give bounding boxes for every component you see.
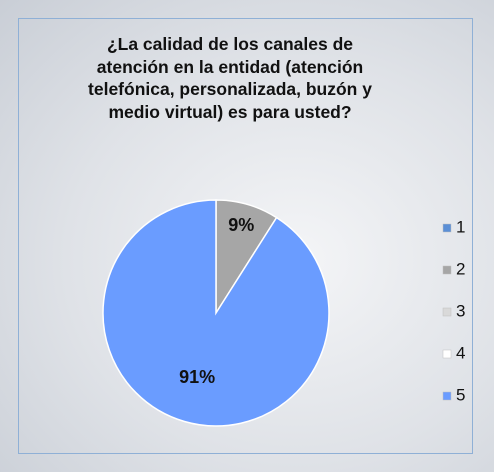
legend-label: 5 — [456, 385, 465, 404]
chart-title: ¿La calidad de los canales de atención e… — [88, 34, 372, 122]
legend-swatch — [442, 265, 452, 275]
legend-swatch — [442, 349, 452, 359]
data-label: 9% — [228, 215, 254, 235]
legend-label: 4 — [456, 343, 465, 362]
pie-slice — [102, 199, 330, 427]
chart-frame — [18, 18, 473, 454]
legend-swatch — [442, 223, 452, 233]
data-label: 91% — [179, 367, 215, 387]
legend-label: 2 — [456, 259, 465, 278]
legend-label: 1 — [456, 217, 465, 236]
legend-swatch — [442, 391, 452, 401]
legend-label: 3 — [456, 301, 465, 320]
legend-swatch — [442, 307, 452, 317]
